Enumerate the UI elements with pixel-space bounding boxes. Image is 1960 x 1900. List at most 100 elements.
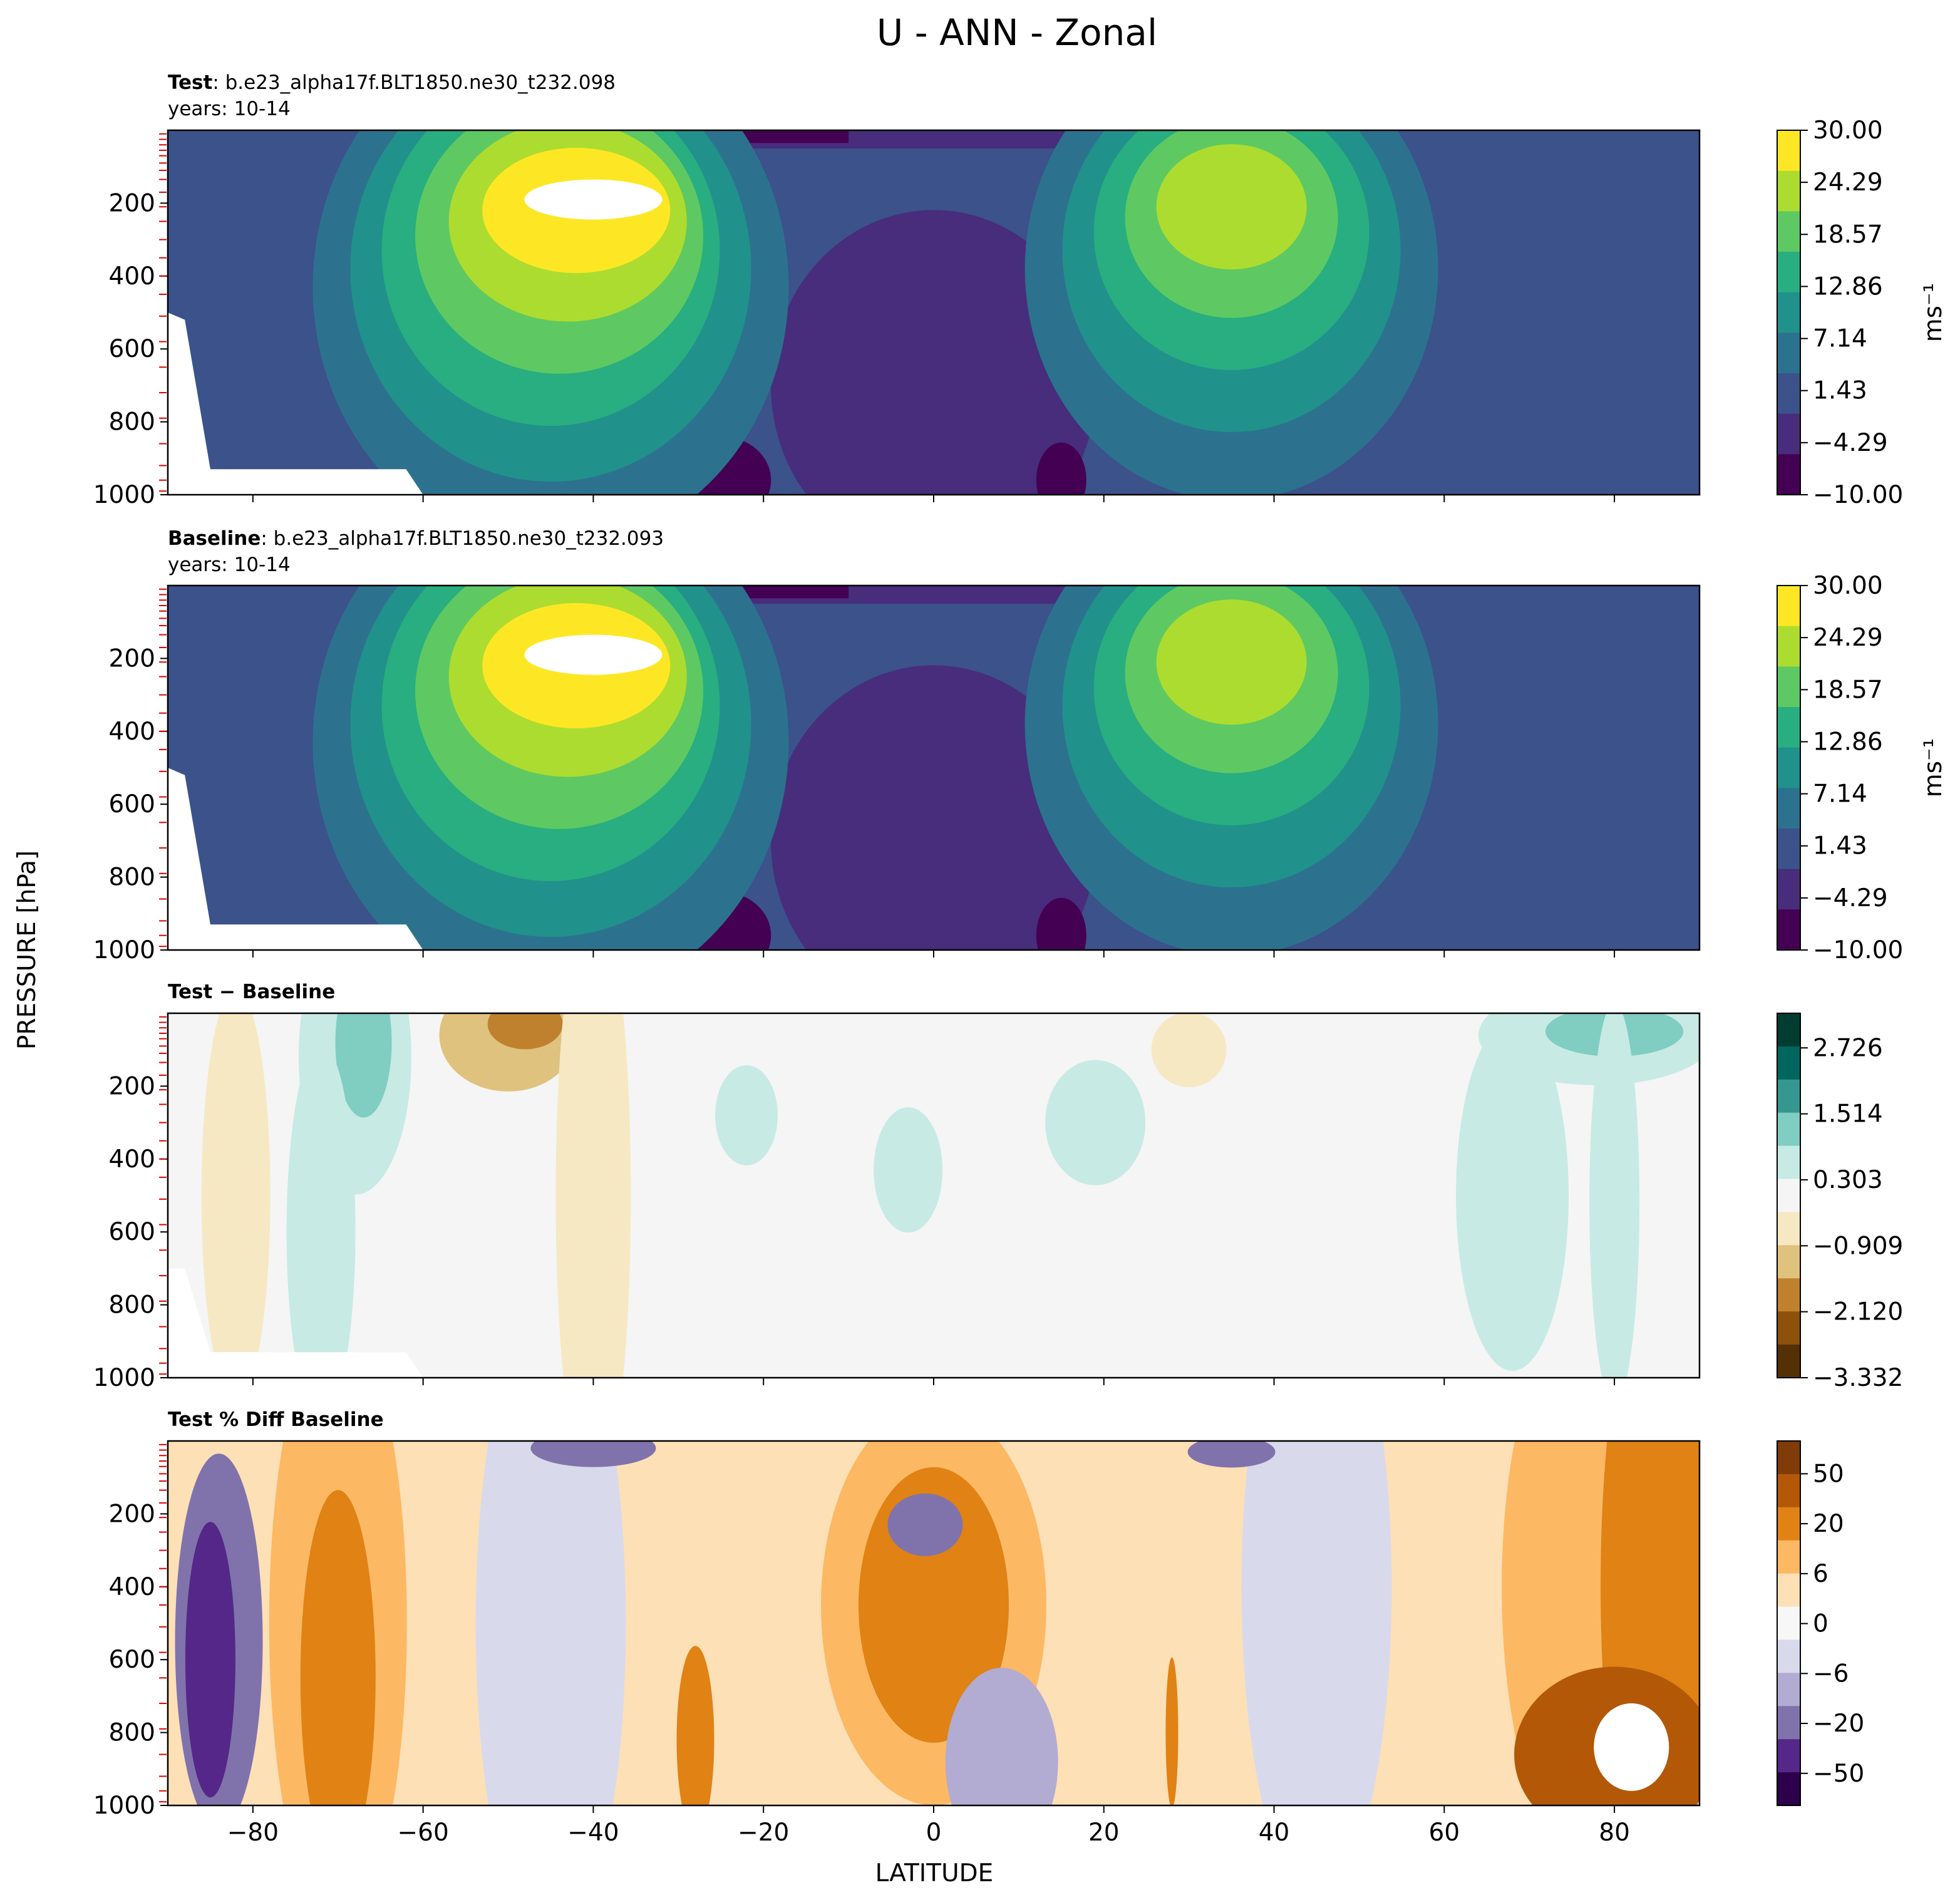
easterly-region (771, 210, 1096, 495)
svg-text:Baseline: b.e23_alpha17f.BLT18: Baseline: b.e23_alpha17f.BLT1850.ne30_t2… (168, 527, 664, 550)
colorbar-swatch (1777, 788, 1800, 829)
y-tick-label: 400 (109, 262, 155, 291)
y-tick-label: 800 (109, 1291, 155, 1319)
y-tick-label: 800 (109, 864, 155, 892)
pctdiff-region-9 (887, 1493, 963, 1556)
colorbar-swatch (1777, 1507, 1800, 1541)
colorbar-swatch (1777, 333, 1800, 374)
colorbar-swatch (1777, 1013, 1800, 1047)
y-tick-label: 1000 (93, 481, 155, 509)
pctdiff-region-2 (1241, 1441, 1392, 1805)
colorbar-tick-label: 24.29 (1813, 624, 1883, 652)
colorbar-swatch (1777, 1673, 1800, 1707)
colorbar-swatch (1777, 829, 1800, 870)
easterly-core (1036, 442, 1086, 495)
panel-test-years: years: 10-14 (168, 98, 291, 120)
pctdiff-region-10 (945, 1668, 1058, 1805)
colorbar-swatch (1777, 413, 1800, 455)
panel-test-title: Test: b.e23_alpha17f.BLT1850.ne30_t232.0… (168, 71, 616, 120)
colorbar-swatch (1777, 1739, 1800, 1774)
colorbar-swatch (1777, 1474, 1800, 1508)
pctdiff-region-18 (1165, 1657, 1179, 1805)
contour-field (168, 1013, 1700, 1378)
y-tick-label: 600 (109, 790, 155, 818)
contour-field (168, 1441, 1700, 1805)
colorbar-tick-label: 50 (1813, 1460, 1844, 1488)
colorbar-tick-label: 1.43 (1813, 832, 1867, 860)
diff-region-14 (1589, 1013, 1640, 1378)
pctdiff-region-6 (185, 1522, 235, 1798)
colorbar-swatch (1777, 170, 1800, 212)
colorbar-swatch (1777, 373, 1800, 415)
y-tick-label: 600 (109, 1646, 155, 1674)
pctdiff-region-1 (475, 1441, 626, 1805)
colorbar-swatch (1777, 1278, 1800, 1313)
nh-jet-contour-5 (1156, 599, 1307, 725)
colorbar-swatch (1777, 586, 1800, 627)
diff-region-12 (874, 1107, 943, 1233)
diff-region-11 (1045, 1060, 1146, 1185)
colorbar-tick-label: 24.29 (1813, 168, 1883, 197)
sh-jet-max (524, 179, 663, 220)
y-tick-label: 200 (109, 644, 155, 673)
colorbar-tick-label: −10.00 (1813, 936, 1903, 964)
colorbar-swatch (1777, 1046, 1800, 1080)
topography-mask (168, 768, 423, 950)
x-tick-label: 20 (1088, 1819, 1120, 1847)
colorbar-tick-label: 2.726 (1813, 1034, 1883, 1062)
y-tick-label: 200 (109, 189, 155, 217)
colorbar-tick-label: 0 (1813, 1610, 1828, 1638)
topography-mask (168, 312, 423, 495)
x-tick-label: −60 (398, 1819, 449, 1847)
x-tick-label: 60 (1429, 1819, 1460, 1847)
x-axis-label: LATITUDE (875, 1859, 994, 1887)
diff-region-9 (286, 1044, 356, 1378)
diff-region-7 (555, 1013, 631, 1378)
colorbar-swatch (1777, 1145, 1800, 1180)
diff-region-4 (335, 1013, 392, 1118)
colorbar-tick-label: −20 (1813, 1710, 1864, 1738)
diff-region-15 (1151, 1013, 1227, 1088)
panel-baseline-title: Baseline: b.e23_alpha17f.BLT1850.ne30_t2… (168, 527, 664, 576)
colorbar-2: 30.00 24.29 18.57 12.86 7.14 1.43 −4.29 −10.00 m… (1777, 572, 1947, 964)
panel-baseline-title-bold: Baseline (168, 527, 260, 550)
colorbar-swatch (1777, 666, 1800, 708)
colorbar-tick-label: −4.29 (1813, 429, 1888, 457)
colorbar-tick-label: 30.00 (1813, 116, 1883, 145)
panel-pctdiff-title: Test % Diff Baseline (168, 1408, 384, 1431)
y-tick-label: 1000 (93, 936, 155, 964)
colorbar-swatch (1777, 1639, 1800, 1674)
colorbar-swatch (1777, 130, 1800, 172)
colorbar-swatch (1777, 1772, 1800, 1806)
svg-text:Test: b.e23_alpha17f.BLT1850.n: Test: b.e23_alpha17f.BLT1850.ne30_t232.0… (168, 71, 616, 94)
y-tick-label: 1000 (93, 1364, 155, 1392)
easterly-core (1036, 897, 1086, 950)
colorbar-1: 30.00 24.29 18.57 12.86 7.14 1.43 −4.29 −10.00 m… (1777, 116, 1947, 509)
y-tick-label: 800 (109, 1719, 155, 1747)
y-tick-label: 400 (109, 718, 155, 746)
colorbar-swatch (1777, 454, 1800, 495)
colorbar-swatch (1777, 747, 1800, 789)
easterly-region (771, 665, 1096, 950)
figure-title: U - ANN - Zonal (877, 11, 1157, 54)
pctdiff-region-15 (530, 1441, 656, 1467)
colorbar-swatch (1777, 707, 1800, 748)
pctdiff-region-4 (300, 1490, 376, 1805)
panel-2: 200 400 600 800 1000 30.00 24.29 18.57 12.86 7.14… (93, 572, 1947, 964)
colorbar-tick-label: 1.43 (1813, 377, 1867, 405)
colorbar-swatch (1777, 1311, 1800, 1346)
y-tick-label: 600 (109, 335, 155, 363)
sh-jet-max (524, 634, 663, 675)
colorbar-swatch (1777, 869, 1800, 911)
colorbar-tick-label: 18.57 (1813, 220, 1883, 249)
colorbar-swatch (1777, 909, 1800, 951)
colorbar-swatch (1777, 1573, 1800, 1608)
colorbar-swatch (1777, 1112, 1800, 1147)
colorbar-swatch (1777, 1179, 1800, 1213)
y-axis-label: PRESSURE [hPa] (13, 850, 41, 1050)
y-tick-label: 400 (109, 1145, 155, 1174)
panel-3: 200 400 600 800 1000 2.726 1.514 0.303 −0.909 −2.… (93, 1012, 1903, 1392)
x-tick-label: 0 (926, 1819, 942, 1847)
